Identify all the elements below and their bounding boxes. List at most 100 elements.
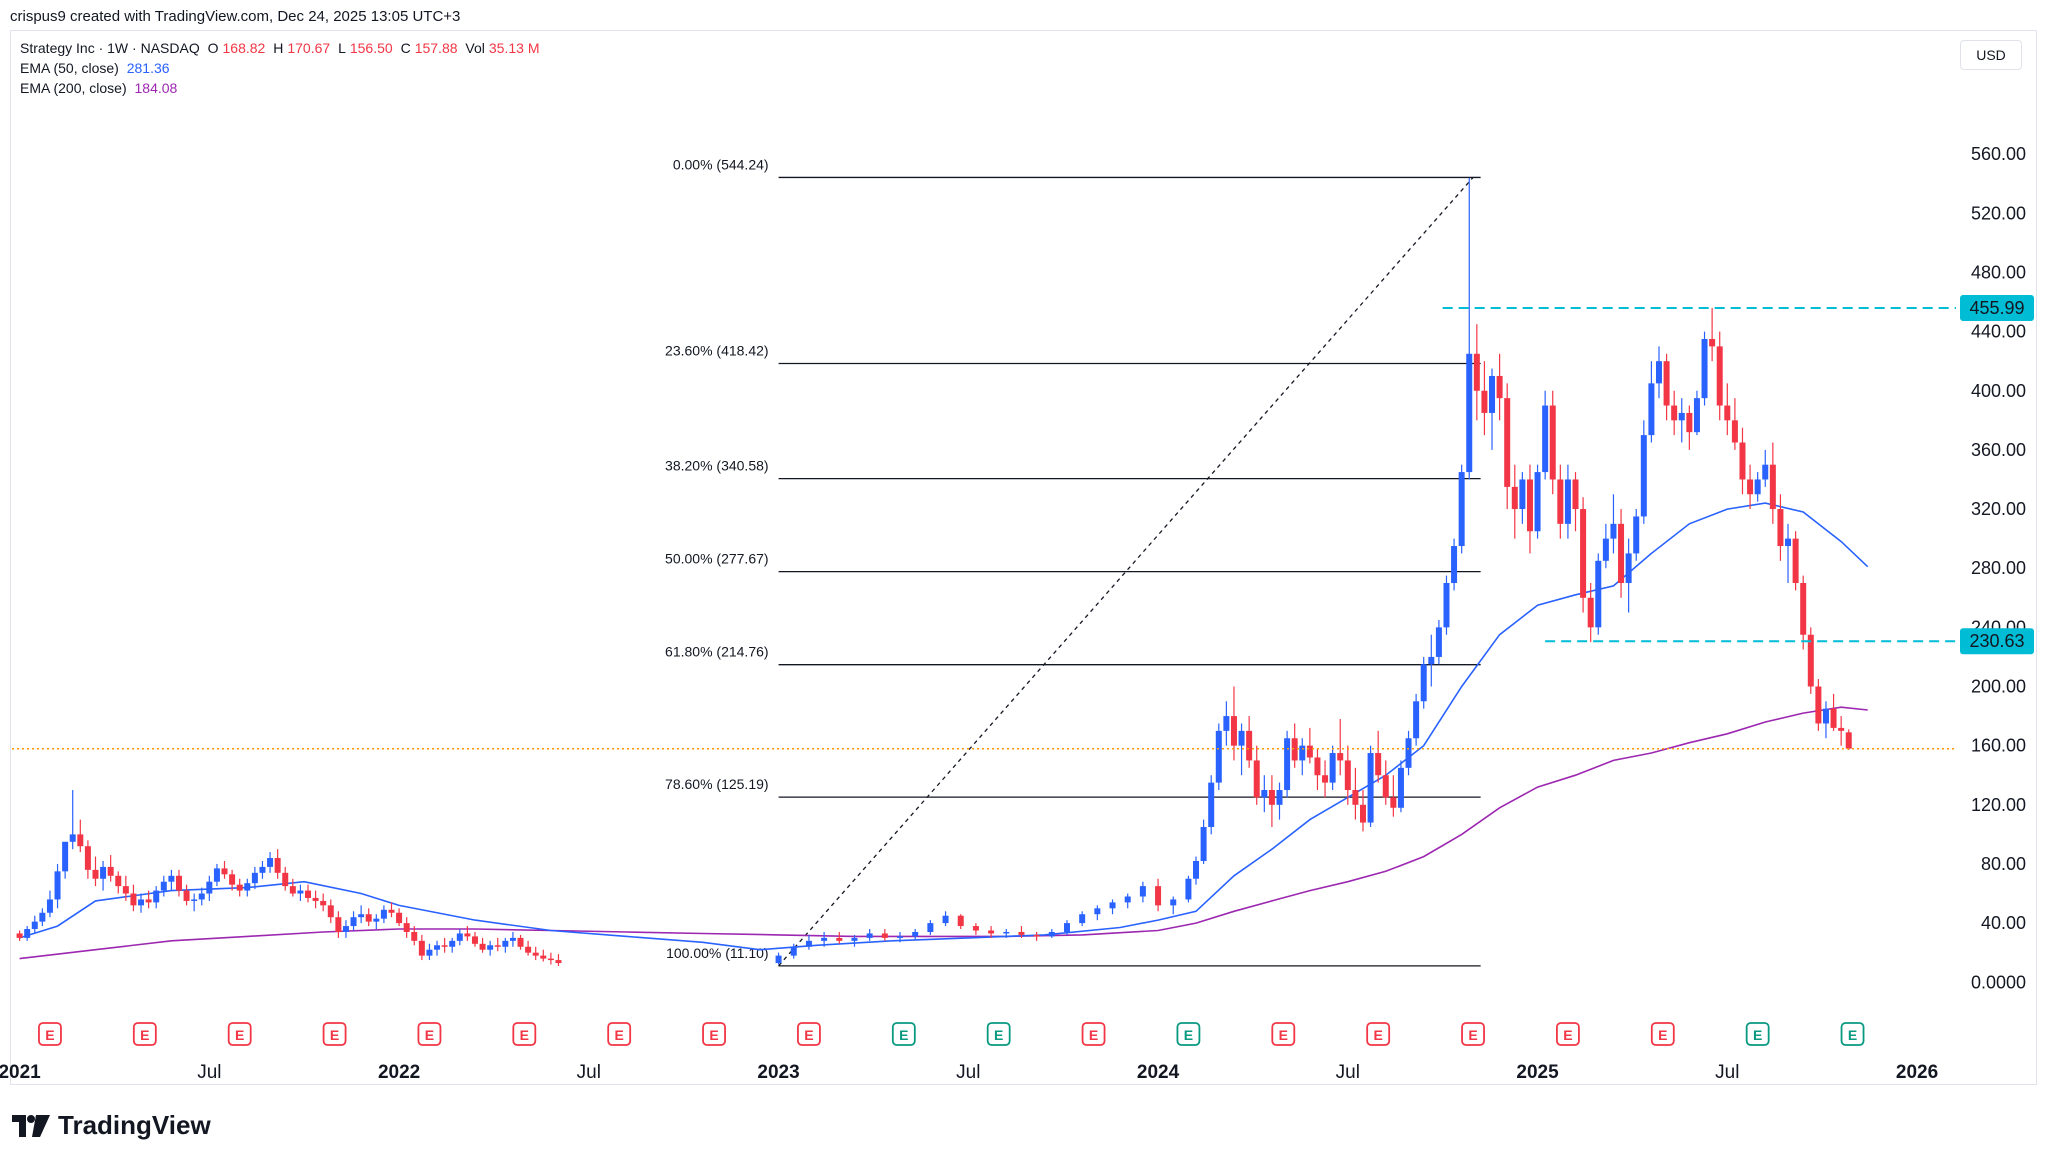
y-tick-label: 360.00: [1971, 440, 2026, 460]
candle-body: [1686, 412, 1693, 433]
horizontal-level-label: 230.63: [1969, 631, 2024, 651]
earnings-event-label: E: [1848, 1027, 1857, 1043]
candle-body: [1291, 738, 1298, 761]
candle-body: [1716, 346, 1723, 406]
candle-body: [434, 945, 441, 950]
tradingview-logo[interactable]: TradingView: [12, 1110, 211, 1141]
symbol-legend[interactable]: Strategy Inc · 1W · NASDAQ O 168.82 H 170.…: [20, 40, 543, 56]
ema200-legend[interactable]: EMA (200, close) 184.08: [20, 80, 181, 96]
candle-body: [1618, 523, 1625, 583]
candle-body: [1155, 886, 1162, 906]
candle-body: [1033, 934, 1040, 937]
earnings-event-marker: [1271, 1022, 1296, 1046]
candle-body: [1215, 730, 1222, 783]
open-value: 168.82: [222, 40, 266, 56]
candle-body: [1208, 782, 1215, 827]
earnings-event-label: E: [140, 1027, 149, 1043]
candle-body: [1276, 790, 1283, 805]
candle-body: [1845, 732, 1852, 749]
candle-body: [100, 866, 107, 879]
earnings-event-label: E: [899, 1027, 908, 1043]
ema50-label[interactable]: EMA (50, close): [20, 60, 119, 76]
candle-body: [274, 858, 281, 873]
currency-button[interactable]: USD: [1960, 40, 2022, 70]
candle-body: [1762, 464, 1769, 480]
candle-body: [1223, 716, 1230, 731]
symbol-name[interactable]: Strategy Inc · 1W · NASDAQ: [20, 40, 200, 56]
ema50-legend[interactable]: EMA (50, close) 281.36: [20, 60, 174, 76]
y-tick-label: 200.00: [1971, 677, 2026, 697]
candle-body: [16, 933, 23, 938]
candle-body: [912, 931, 919, 937]
candle-body: [502, 940, 509, 947]
candle-body: [77, 834, 84, 847]
earnings-event-marker: [1556, 1022, 1580, 1046]
y-tick-label: 520.00: [1971, 203, 2026, 223]
candle-body: [1314, 757, 1321, 776]
x-tick-label: 2026: [1896, 1062, 1938, 1083]
candle-body: [221, 868, 228, 875]
candle-body: [1193, 860, 1200, 879]
fib-level-label: 78.60% (125.19): [665, 776, 769, 792]
candle-body: [1807, 634, 1814, 687]
candle-body: [509, 937, 516, 941]
candle-body: [122, 886, 129, 894]
x-tick-label: 2025: [1516, 1062, 1559, 1083]
y-tick-label: 40.00: [1981, 913, 2026, 933]
candle-body: [1822, 708, 1829, 724]
earnings-event-marker: [891, 1022, 916, 1046]
candle-body: [373, 918, 380, 922]
candle-body: [175, 875, 182, 891]
candle-body: [54, 871, 61, 900]
horizontal-level-badge: [1960, 628, 2034, 655]
candle-body: [1261, 790, 1268, 798]
earnings-event-marker: [1745, 1022, 1770, 1046]
earnings-event-label: E: [1374, 1027, 1383, 1043]
candle-body: [1800, 582, 1807, 635]
candle-body: [1671, 405, 1678, 421]
candle-body: [342, 926, 349, 932]
candle-body: [1185, 878, 1192, 900]
candle-body: [1458, 472, 1465, 547]
candle-body: [471, 936, 478, 944]
horizontal-level-label: 455.99: [1969, 298, 2024, 318]
earnings-event-label: E: [235, 1027, 244, 1043]
candle-body: [517, 937, 524, 947]
x-tick-label: Jul: [577, 1062, 601, 1083]
candle-body: [555, 960, 562, 964]
candle-body: [1815, 686, 1822, 724]
candle-body: [24, 929, 31, 938]
candle-body: [426, 949, 433, 956]
candle-body: [1731, 420, 1738, 443]
x-tick-label: Jul: [1336, 1062, 1360, 1083]
x-tick-label: Jul: [956, 1062, 980, 1083]
candle-body: [191, 899, 198, 901]
earnings-event-marker: [227, 1022, 252, 1046]
candle-body: [1785, 538, 1792, 547]
candle-body: [365, 914, 372, 922]
earnings-event-label: E: [1753, 1027, 1762, 1043]
candle-body: [1079, 914, 1086, 924]
ema200-label[interactable]: EMA (200, close): [20, 80, 127, 96]
candle-body: [540, 955, 547, 959]
candle-body: [388, 909, 395, 913]
candle-body: [411, 931, 418, 941]
candle-body: [1572, 479, 1579, 510]
high-label: H: [273, 40, 284, 56]
fib-trend-line: [778, 177, 1474, 967]
earnings-event-label: E: [330, 1027, 339, 1043]
candle-body: [927, 923, 934, 932]
candle-body: [1451, 546, 1458, 583]
candle-body: [1435, 627, 1442, 657]
candle-body: [1337, 753, 1344, 761]
tradingview-logo-icon: [12, 1114, 50, 1137]
candle-body: [1299, 745, 1306, 761]
y-tick-label: 280.00: [1971, 558, 2026, 578]
candle-body: [1542, 405, 1549, 473]
candle-body: [1587, 597, 1594, 628]
candle-body: [1489, 375, 1496, 413]
earnings-event-label: E: [1089, 1027, 1098, 1043]
candle-body: [1018, 931, 1025, 935]
candle-body: [84, 846, 91, 870]
